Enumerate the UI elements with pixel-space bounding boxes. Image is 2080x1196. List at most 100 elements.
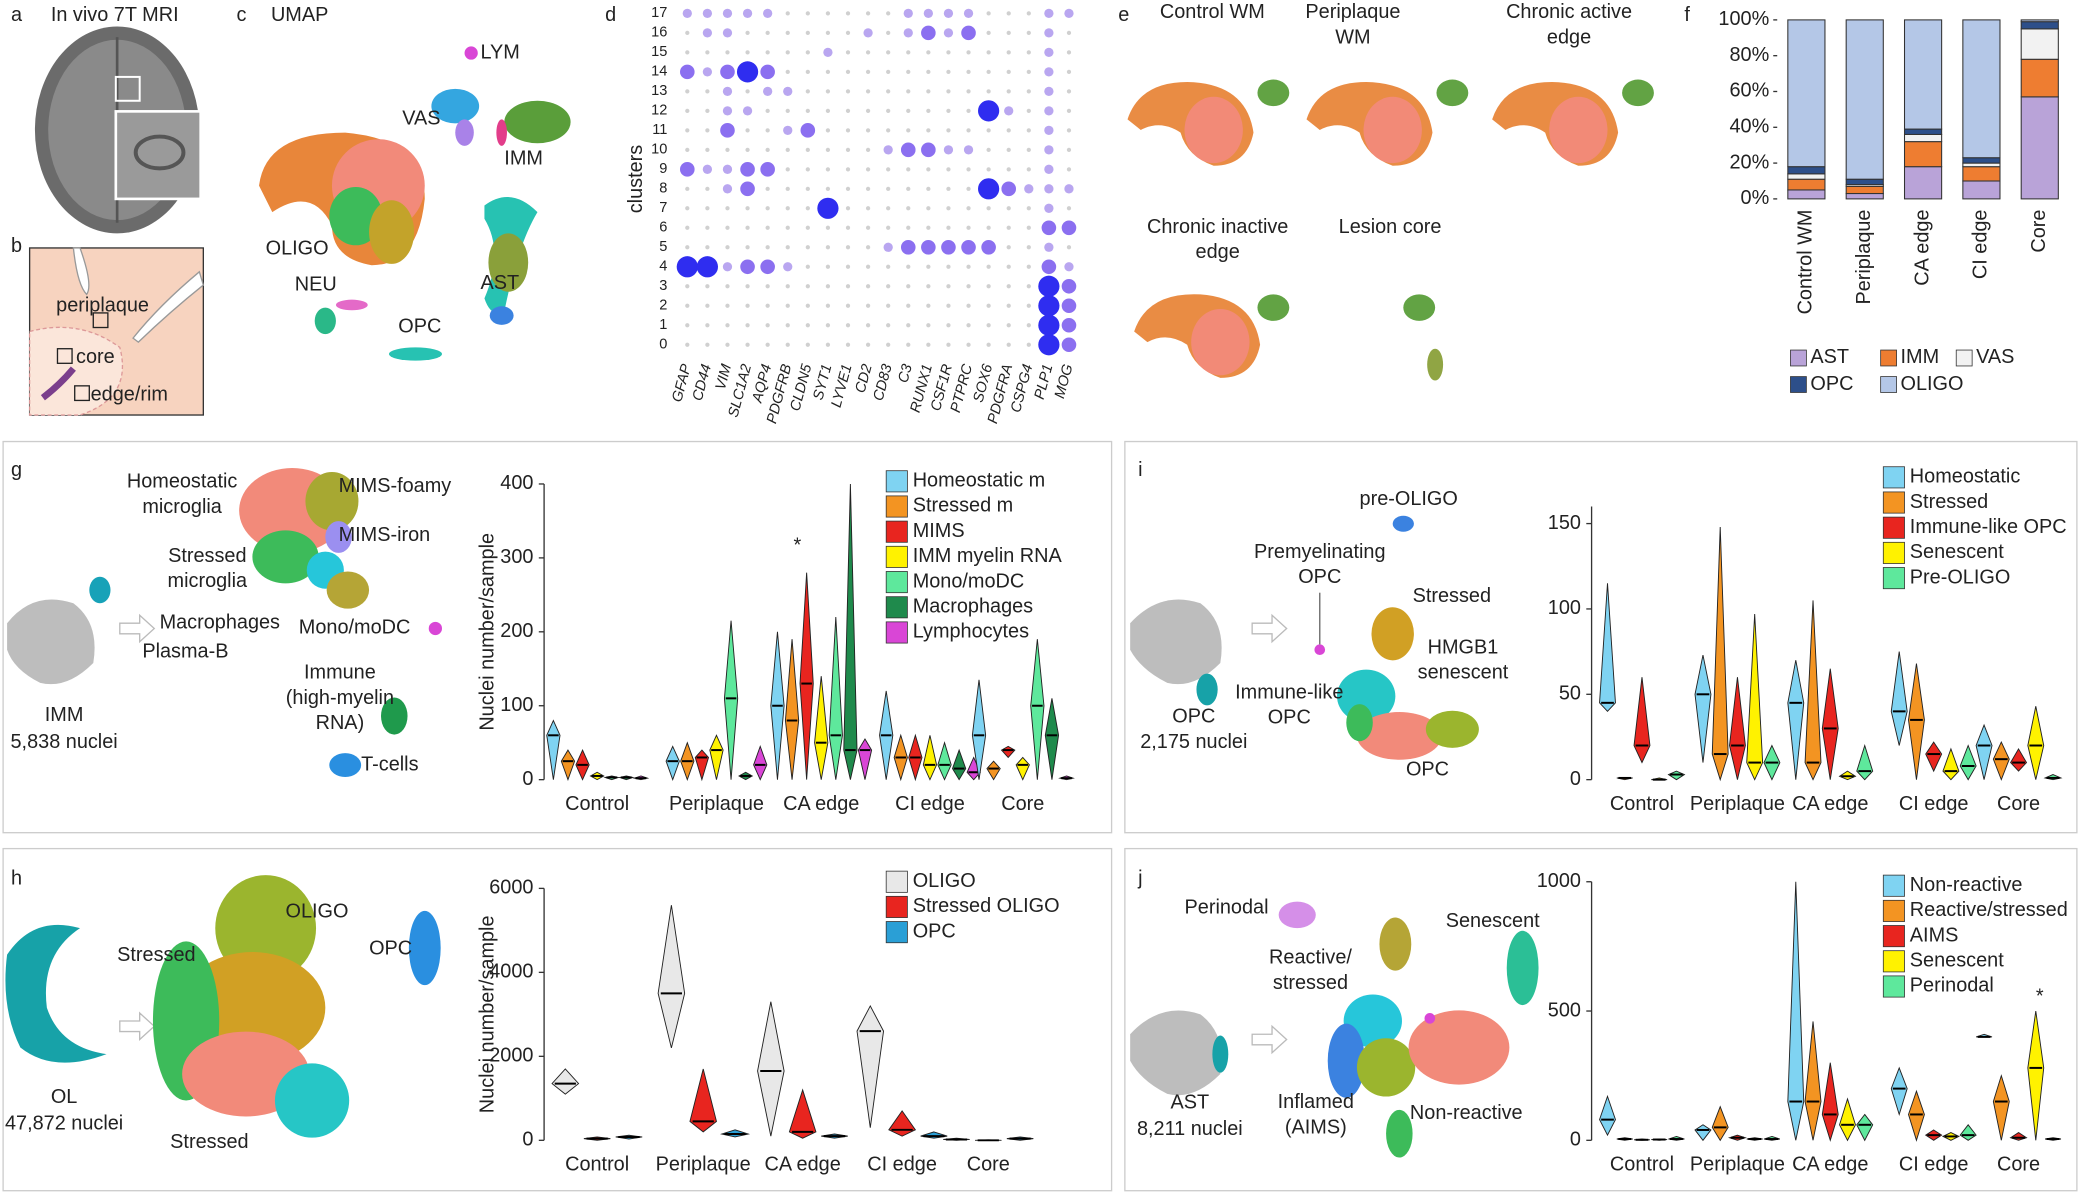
umap-label-line: Reactive/ — [1269, 947, 1352, 969]
legend-swatch — [1790, 349, 1807, 367]
dot — [1006, 245, 1011, 250]
dot — [926, 206, 931, 211]
dot — [1064, 8, 1074, 19]
umap-j — [1130, 901, 1539, 1158]
dot — [900, 239, 916, 255]
umap-label-line: Immune — [304, 662, 376, 684]
dot — [745, 30, 750, 36]
dot — [705, 128, 710, 133]
umap-label: 47,872 nuclei — [5, 1113, 123, 1135]
dot — [745, 206, 750, 211]
panel-letter: g — [11, 459, 22, 481]
dot — [883, 145, 893, 155]
dot — [720, 64, 735, 80]
dot — [722, 262, 733, 272]
bar-segment — [1787, 166, 1826, 175]
violin — [951, 748, 967, 781]
dot — [886, 225, 891, 230]
bar-segment — [2020, 58, 2059, 98]
dot — [966, 186, 971, 191]
lesion-rim — [40, 366, 76, 401]
dot — [1044, 145, 1054, 155]
panel-title-line: Chronic inactive — [1147, 216, 1288, 238]
panel-title-line: Chronic active — [1506, 2, 1632, 24]
dot — [966, 108, 971, 113]
dot — [1026, 245, 1031, 250]
legend-label: VAS — [1976, 346, 2014, 368]
y-tick-label: 0 — [1570, 1129, 1581, 1151]
violin — [986, 760, 1001, 781]
dot — [865, 108, 871, 113]
violin — [1890, 651, 1908, 746]
cluster — [1379, 917, 1412, 971]
dot — [886, 206, 891, 211]
dot — [805, 167, 810, 172]
y-tick-label: 0 — [659, 337, 667, 353]
dot — [1066, 147, 1072, 152]
dot — [1006, 342, 1011, 347]
violin — [1908, 663, 1925, 780]
violin — [857, 738, 873, 780]
dot — [785, 245, 790, 250]
violin — [1804, 600, 1822, 781]
dot — [906, 108, 911, 113]
umap-label-line: Homeostatic — [127, 471, 238, 493]
x-tick-label: Periplaque — [1853, 209, 1875, 304]
dot — [845, 50, 851, 55]
dot — [680, 162, 695, 177]
violin — [1856, 1113, 1874, 1142]
violin — [1711, 1105, 1729, 1142]
cluster — [1257, 294, 1290, 321]
dot — [946, 264, 951, 269]
dot — [783, 262, 793, 272]
dot — [886, 89, 891, 94]
y-tick-label: 300 — [500, 546, 533, 568]
umap-label: OPC — [1406, 759, 1449, 781]
cluster — [1408, 1010, 1510, 1085]
violin — [1925, 741, 1943, 773]
dot — [1026, 225, 1031, 230]
dot — [978, 100, 1000, 122]
umap-label: Stressed — [117, 944, 195, 966]
overview-highlight — [1196, 673, 1218, 706]
panel-title-line: edge — [1547, 27, 1591, 49]
dot — [865, 147, 871, 152]
dot — [966, 206, 971, 211]
bar-segment — [1845, 19, 1884, 180]
dot — [1006, 128, 1011, 133]
dot — [845, 30, 851, 36]
dot — [1006, 284, 1011, 289]
legend-swatch — [1882, 466, 1905, 489]
x-tick-label: Core — [2028, 209, 2050, 252]
panel-title: Periplaque WM — [1305, 2, 1400, 49]
umap-h — [5, 875, 441, 1138]
dot — [725, 323, 730, 328]
dot — [921, 25, 936, 41]
violin — [888, 1110, 917, 1137]
dot — [926, 167, 931, 172]
cluster — [496, 119, 507, 146]
x-tick-label: Periplaque — [656, 1154, 751, 1176]
dot — [906, 206, 911, 211]
dot — [705, 245, 710, 250]
bar-segment — [2020, 19, 2059, 23]
dot — [745, 245, 750, 250]
violin — [788, 1088, 817, 1139]
dot — [740, 259, 755, 275]
arrow — [119, 1011, 156, 1042]
dot — [1026, 128, 1031, 133]
dot — [1044, 67, 1054, 77]
dot — [765, 225, 770, 230]
x-tick-label: CI edge — [867, 1154, 937, 1176]
bar-segment — [1787, 178, 1826, 191]
umap-label: T-cells — [361, 753, 418, 775]
dot — [825, 128, 831, 133]
bar-segment — [1962, 162, 2001, 168]
bar-segment — [1962, 19, 2001, 159]
dot — [725, 303, 730, 308]
dot — [1006, 264, 1011, 269]
dot — [725, 147, 730, 152]
dot — [825, 167, 831, 172]
violin — [1890, 1066, 1908, 1117]
violin — [971, 679, 987, 780]
